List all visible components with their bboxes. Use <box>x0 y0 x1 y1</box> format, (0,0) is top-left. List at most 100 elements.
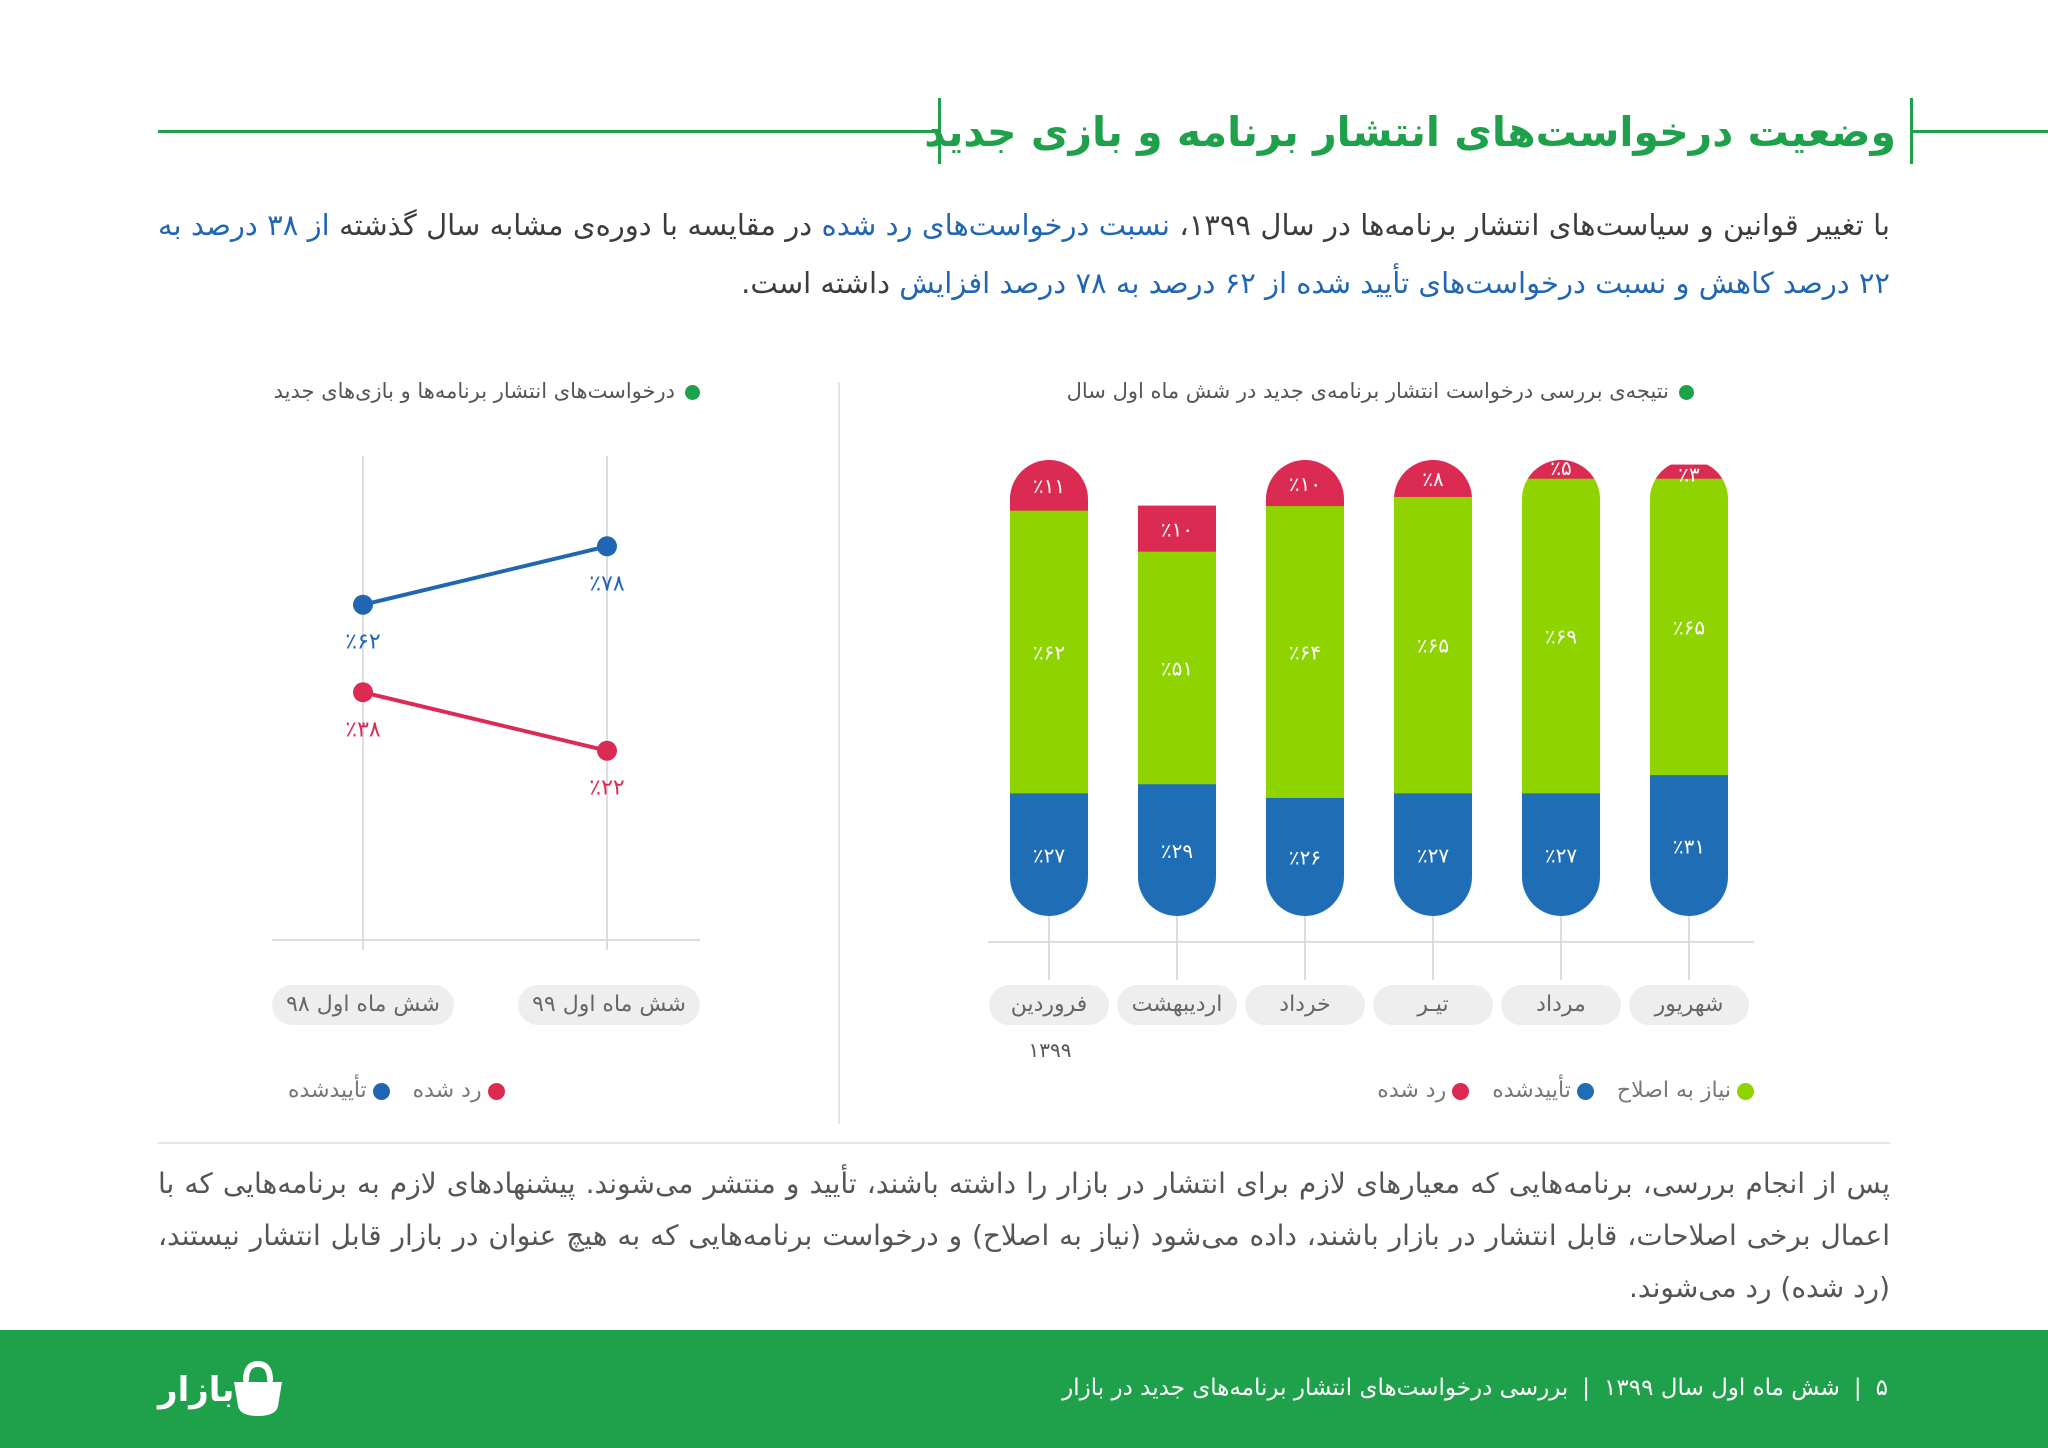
line-legend-approved: تأییدشده <box>288 1078 390 1103</box>
bar-data-label-needs-fix: ٪۶۲ <box>1033 641 1065 665</box>
line-point <box>353 682 373 703</box>
bar-segment-needs-fix <box>1650 478 1728 776</box>
approved-legend-dot <box>1576 1082 1594 1100</box>
shopping-bag-icon <box>234 1360 282 1416</box>
bar-segment-needs-fix <box>1266 505 1344 798</box>
line-point <box>597 740 617 761</box>
intro-text-1: با تغییر قوانین و سیاست‌های انتشار برنام… <box>1169 208 1890 242</box>
bar-data-label-rejected: ٪۸ <box>1422 467 1444 491</box>
title-bracket-right <box>1910 98 1913 164</box>
bar-segment-needs-fix <box>1394 496 1472 794</box>
bar-x-label: خرداد <box>1245 985 1365 1025</box>
needs-fix-legend-label: نیاز به اصلاح <box>1616 1078 1731 1103</box>
approved-legend-label: تأییدشده <box>288 1078 367 1103</box>
line-chart-title-dot <box>685 384 700 400</box>
title-rule-left <box>158 130 940 133</box>
bar-data-label-needs-fix: ٪۶۹ <box>1545 625 1577 649</box>
title-row: وضعیت درخواست‌های انتشار برنامه و بازی ج… <box>0 96 2048 166</box>
line-x-label-99: شش ماه اول ۹۹ <box>518 985 700 1025</box>
needs-fix-legend-dot <box>1737 1082 1754 1100</box>
bar-data-label-needs-fix: ٪۵۱ <box>1161 656 1193 680</box>
rejected-legend-dot <box>1452 1082 1470 1100</box>
bar-data-label-rejected: ٪۱۰ <box>1289 472 1321 496</box>
intro-highlight-2: از ۳۸ درصد به ۲۲ درصد کاهش و نسبت درخواس… <box>158 208 1890 300</box>
bar-segment-approved <box>1010 792 1088 916</box>
bar-segment-approved <box>1650 774 1728 916</box>
bar-data-label-approved: ٪۳۱ <box>1673 834 1705 858</box>
line-series-approved <box>362 544 608 607</box>
rejected-legend-dot <box>487 1082 505 1100</box>
bar-segment-needs-fix <box>1138 551 1216 785</box>
bar-segment-rejected <box>1138 505 1216 552</box>
line-chart-title: درخواست‌های انتشار برنامه‌ها و بازی‌های … <box>274 376 700 406</box>
rejected-legend-label: رد شده <box>412 1078 482 1103</box>
bar-chart-title-text: نتیجه‌ی بررسی درخواست انتشار برنامه‌ی جد… <box>1066 379 1669 403</box>
approved-legend-dot <box>372 1082 390 1100</box>
bar-segment-rejected <box>1650 464 1728 479</box>
intro-text-3: داشته است. <box>741 266 900 300</box>
bar-segment-approved <box>1394 792 1472 916</box>
footer-report-title: بررسی درخواست‌های انتشار برنامه‌های جدید… <box>1062 1375 1569 1401</box>
bar-chart-title: نتیجه‌ی بررسی درخواست انتشار برنامه‌ی جد… <box>1067 376 1694 406</box>
footer: ۵ | شش ماه اول سال ۱۳۹۹ | بررسی درخواست‌های … <box>0 1330 2048 1448</box>
bar-data-label-approved: ٪۲۷ <box>1033 843 1065 867</box>
footer-separator: | <box>1853 1375 1862 1401</box>
line-chart-title-text: درخواست‌های انتشار برنامه‌ها و بازی‌های … <box>273 379 675 403</box>
bar-legend-approved: تأییدشده <box>1492 1078 1594 1103</box>
bar-x-label: مرداد <box>1501 985 1621 1025</box>
bar-data-label-rejected: ٪۳ <box>1678 463 1700 487</box>
bar-legend: نیاز به اصلاح تأییدشده رد شده <box>1361 1076 1754 1106</box>
bar-data-label-approved: ٪۲۷ <box>1545 843 1577 867</box>
outro-paragraph: پس از انجام بررسی، برنامه‌هایی که معیاره… <box>158 1167 1890 1304</box>
bar-data-label-needs-fix: ٪۶۵ <box>1673 615 1705 639</box>
page-title: وضعیت درخواست‌های انتشار برنامه و بازی ج… <box>924 108 1896 156</box>
bar-data-label-needs-fix: ٪۶۵ <box>1417 634 1449 658</box>
intro-paragraph: با تغییر قوانین و سیاست‌های انتشار برنام… <box>158 196 1890 312</box>
line-data-label: ٪۶۲ <box>345 630 380 655</box>
bar-group <box>1394 460 1472 916</box>
footer-period: شش ماه اول سال ۱۳۹۹ <box>1604 1375 1840 1401</box>
bar-legend-rejected: رد شده <box>1377 1078 1470 1103</box>
line-data-label: ٪۷۸ <box>589 571 625 596</box>
page-number: ۵ <box>1875 1375 1888 1401</box>
footer-caption: ۵ | شش ماه اول سال ۱۳۹۹ | بررسی درخواست‌های … <box>1062 1368 1888 1408</box>
bar-group <box>1650 464 1728 916</box>
line-chart: ٪۶۲ ٪۷۸ ٪۳۸ ٪۲۲ <box>272 456 700 950</box>
title-bracket-left <box>938 98 941 164</box>
bar-x-label: فروردین <box>989 985 1109 1025</box>
bar-data-label-rejected: ٪۵ <box>1550 456 1571 480</box>
rejected-legend-label: رد شده <box>1377 1078 1447 1103</box>
logo-text: بازار <box>158 1370 235 1410</box>
bar-x-label: اردیبهشت <box>1117 985 1237 1025</box>
bar-group <box>1138 505 1216 916</box>
bazaar-logo: بازار <box>158 1358 298 1422</box>
bar-chart-title-dot <box>1679 384 1694 400</box>
section-divider <box>158 1142 1890 1144</box>
line-legend: رد شده تأییدشده <box>272 1076 505 1106</box>
bar-data-label-rejected: ٪۱۰ <box>1161 517 1193 541</box>
bar-data-label-approved: ٪۲۷ <box>1417 843 1449 867</box>
approved-legend-label: تأییدشده <box>1492 1078 1571 1103</box>
line-x-label-98: شش ماه اول ۹۸ <box>272 985 454 1025</box>
bar-x-label: شهریور <box>1629 985 1749 1025</box>
bar-group <box>1522 460 1600 916</box>
intro-highlight-1: نسبت درخواست‌های رد شده <box>821 208 1170 242</box>
bar-legend-needs-fix: نیاز به اصلاح <box>1617 1078 1754 1103</box>
year-label: ۱۳۹۹ <box>1028 1038 1072 1062</box>
bar-data-label-approved: ٪۲۶ <box>1289 846 1321 870</box>
bar-x-label: تیـر <box>1373 985 1493 1025</box>
line-series-rejected <box>362 690 608 753</box>
charts-divider <box>838 382 840 1124</box>
bar-data-label-needs-fix: ٪۶۴ <box>1289 641 1321 665</box>
footer-separator: | <box>1582 1375 1591 1401</box>
bar-segment-approved <box>1138 783 1216 916</box>
bar-segment-approved <box>1266 797 1344 916</box>
bar-segment-needs-fix <box>1010 510 1088 794</box>
bar-segment-needs-fix <box>1522 478 1600 794</box>
line-legend-rejected: رد شده <box>413 1078 505 1103</box>
bar-data-label-rejected: ٪۱۱ <box>1033 474 1065 498</box>
bar-segment-approved <box>1522 792 1600 916</box>
intro-text-2: در مقایسه با دوره‌ی مشابه سال گذشته <box>329 208 822 242</box>
bar-data-label-approved: ٪۲۹ <box>1161 839 1193 863</box>
line-data-label: ٪۳۸ <box>345 717 381 742</box>
